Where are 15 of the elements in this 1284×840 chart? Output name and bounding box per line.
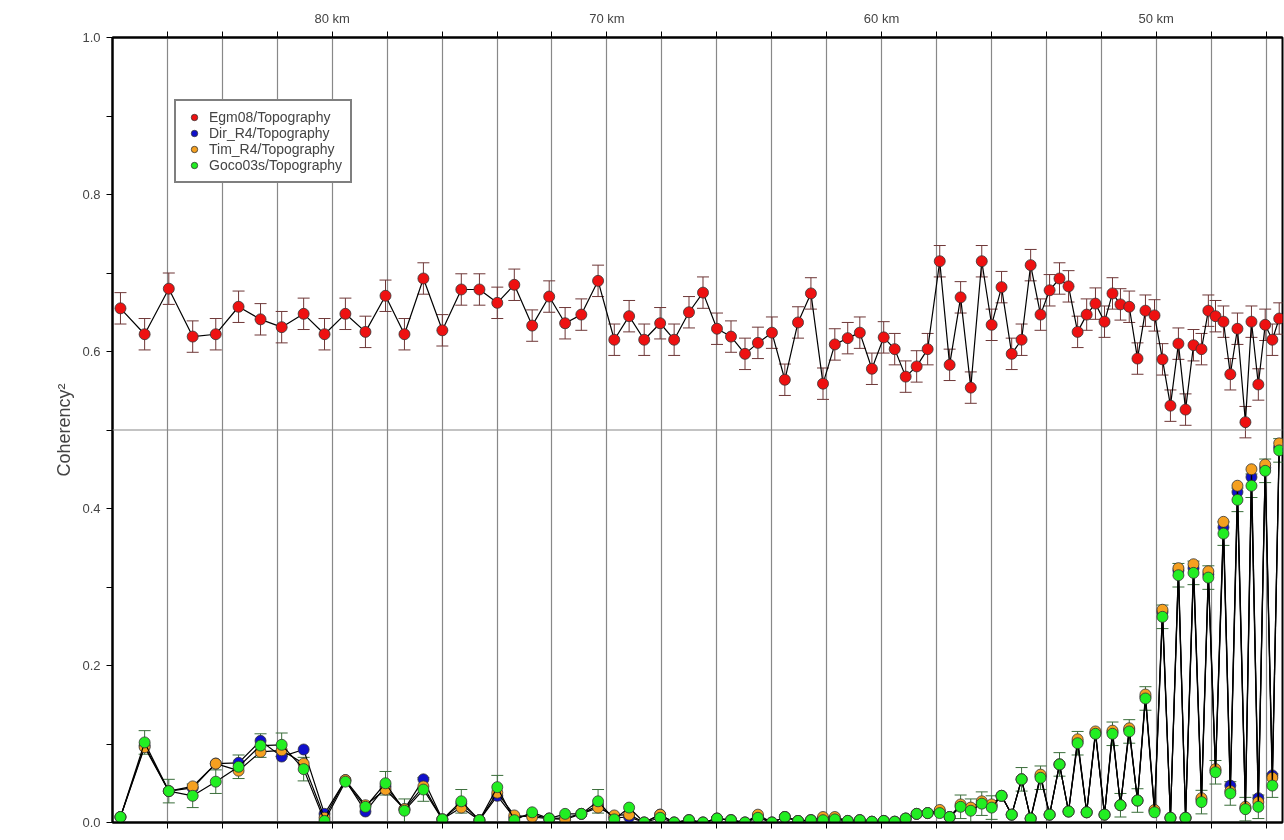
y-tick-label: 1.0 <box>82 30 101 45</box>
legend-label: Tim_R4/Topography <box>209 141 335 157</box>
y-tick-label: 0.2 <box>82 658 101 673</box>
x-tick-label: 60 km <box>863 10 900 26</box>
x-tick-label: 70 km <box>589 10 625 26</box>
y-axis-title: Coherency² <box>54 383 75 477</box>
y-tick-label: 0.0 <box>82 815 101 830</box>
legend-label: Goco03s/Topography <box>209 157 343 173</box>
legend-label: Dir_R4/Topography <box>209 125 330 141</box>
y-tick-label: 0.4 <box>82 501 101 516</box>
x-tick-label: 50 km <box>1138 10 1174 26</box>
y-tick-label: 0.8 <box>82 187 101 202</box>
y-tick-label: 0.6 <box>82 344 101 359</box>
x-tick-label: 80 km <box>314 10 350 26</box>
legend-label: Egm08/Topography <box>209 109 331 125</box>
